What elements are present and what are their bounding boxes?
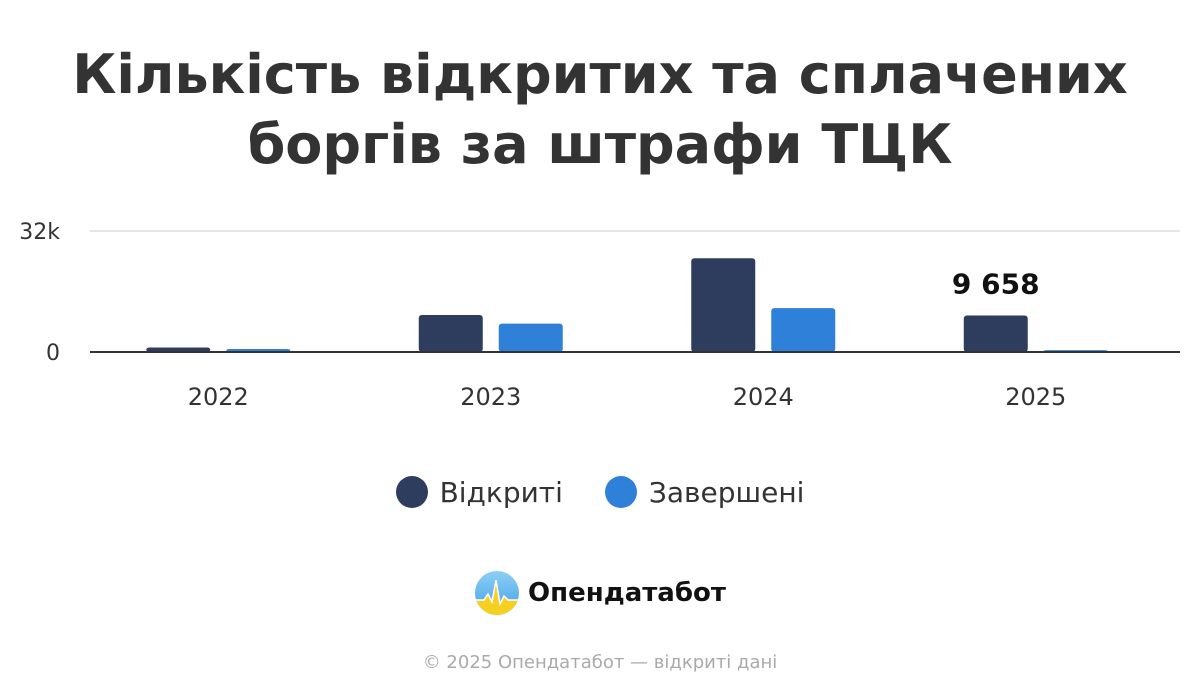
bar-opened-2023: [418, 314, 483, 352]
x-tick-label: 2024: [733, 383, 794, 411]
x-tick-label: 2025: [1005, 383, 1066, 411]
chart-title-line-1: Кількість відкритих та сплачених: [72, 43, 1128, 106]
bar-opened-2022: [146, 347, 211, 352]
footer-copyright: © 2025 Опендатабот — відкриті дані: [422, 652, 778, 673]
x-tick-label: 2022: [188, 383, 249, 411]
chart-title-line-2: боргів за штрафи ТЦК: [247, 113, 953, 176]
y-tick-label: 0: [46, 341, 60, 366]
legend-item-completed[interactable]: Завершені: [604, 475, 805, 509]
chart-title: Кількість відкритих та сплачених боргів …: [0, 40, 1200, 180]
y-tick-label: 32k: [19, 220, 60, 245]
bar-completed-2023: [498, 323, 563, 352]
legend-marker-completed: [604, 476, 637, 508]
legend-label-completed: Завершені: [648, 475, 805, 509]
bar-completed-2024: [771, 308, 836, 352]
bar-chart: 0 32k 2022 2023 2024 2025 9 658: [19, 220, 1180, 411]
legend-marker-opened: [395, 476, 428, 508]
bar-opened-2024: [691, 258, 756, 352]
legend-label-opened: Відкриті: [439, 475, 563, 509]
data-label: 9 658: [952, 267, 1040, 300]
x-tick-label: 2023: [460, 383, 521, 411]
legend-item-opened[interactable]: Відкриті: [395, 475, 563, 509]
legend: Відкриті Завершені: [0, 472, 1200, 512]
opendatabot-logo-icon: [475, 571, 520, 615]
bar-opened-2025: [963, 315, 1028, 352]
brand-name: Опендатабот: [528, 578, 726, 608]
brand-logo: Опендатабот: [0, 570, 1200, 616]
